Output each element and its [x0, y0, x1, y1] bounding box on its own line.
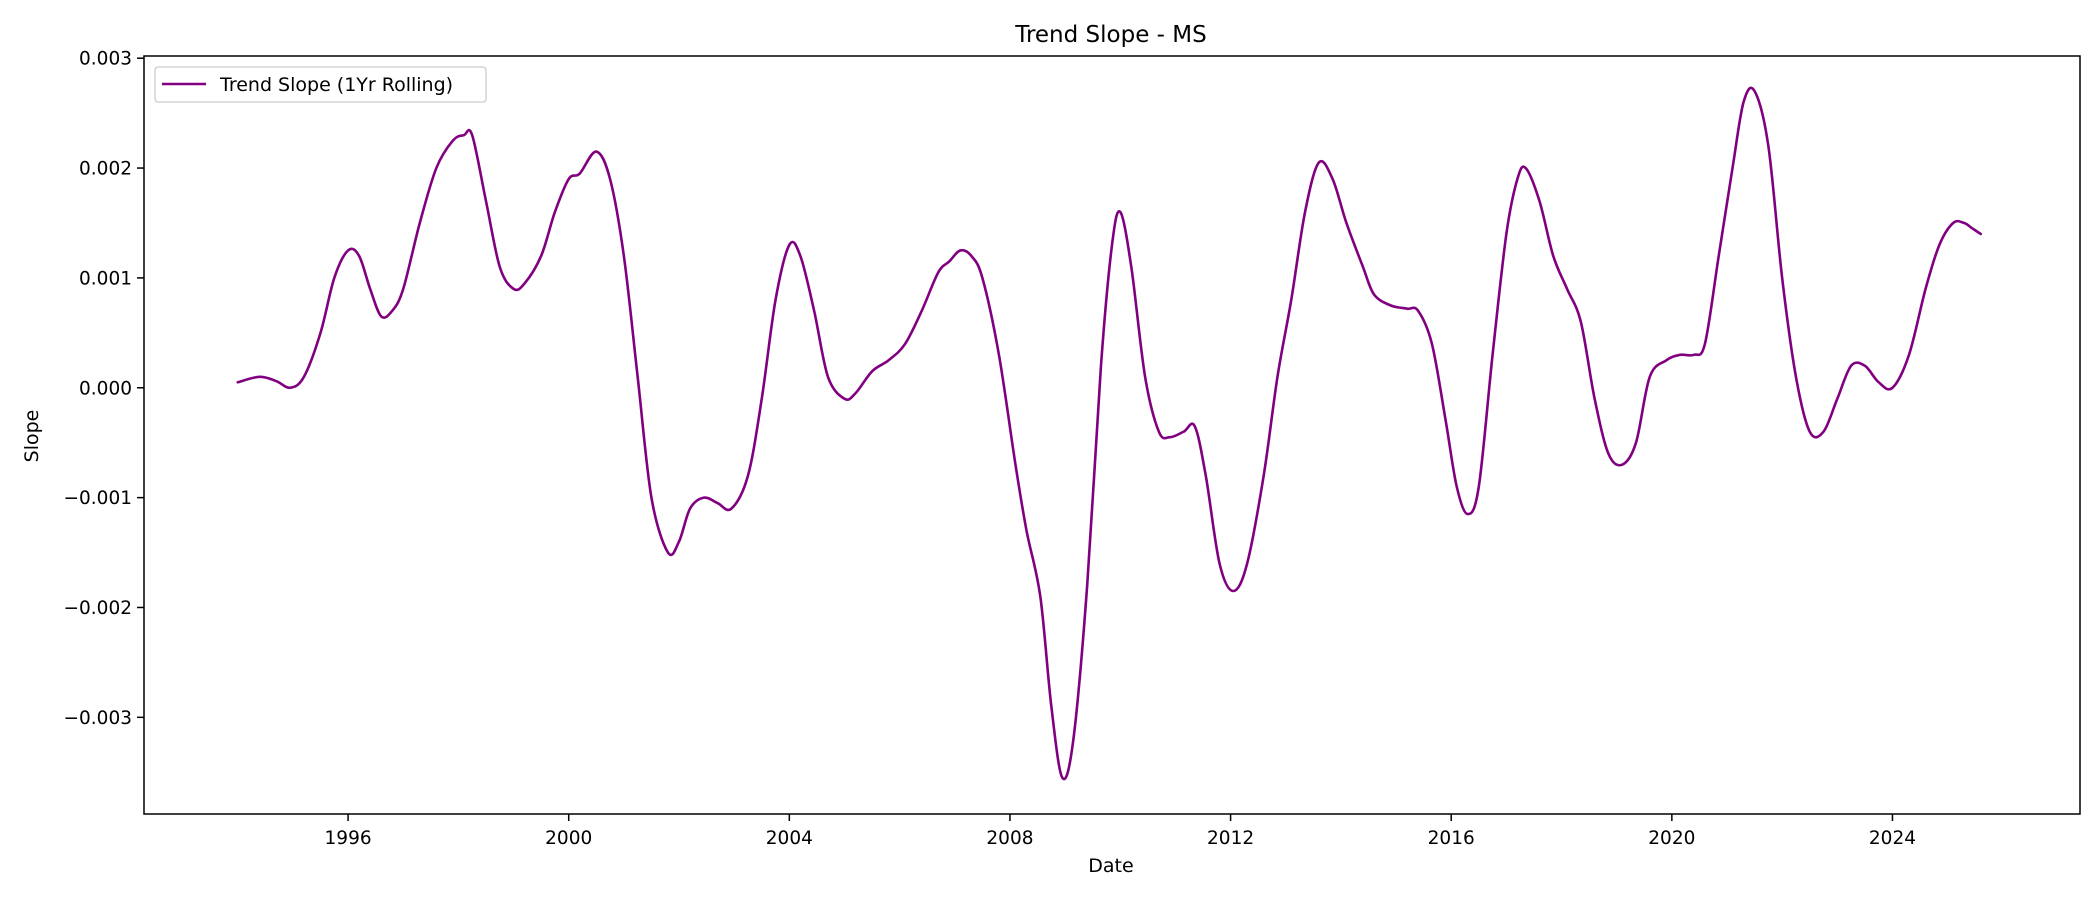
- x-tick-label: 2008: [986, 828, 1033, 849]
- y-tick-label: −0.001: [64, 488, 132, 509]
- y-tick-label: 0.000: [79, 378, 132, 399]
- y-tick-label: 0.002: [79, 159, 132, 180]
- x-axis-label: Date: [1088, 855, 1133, 877]
- x-tick-label: 2024: [1869, 828, 1916, 849]
- legend-label: Trend Slope (1Yr Rolling): [219, 74, 453, 96]
- x-tick-label: 2004: [766, 828, 813, 849]
- x-tick-label: 2016: [1428, 828, 1475, 849]
- series-layer: [236, 86, 1983, 781]
- y-tick-label: −0.003: [64, 708, 132, 729]
- chart-title: Trend Slope - MS: [1014, 22, 1206, 48]
- x-tick-label: 2000: [545, 828, 592, 849]
- y-tick-label: −0.002: [64, 598, 132, 619]
- legend: Trend Slope (1Yr Rolling): [154, 66, 487, 103]
- series-line: [236, 86, 1983, 781]
- plot-frame: [143, 55, 2081, 815]
- x-tick-label: 2012: [1207, 828, 1254, 849]
- y-tick-label: 0.003: [79, 49, 132, 70]
- x-tick-label: 1996: [325, 828, 372, 849]
- legend-box: [154, 66, 487, 103]
- y-axis-label: Slope: [21, 410, 43, 463]
- y-tick-label: 0.001: [79, 268, 132, 289]
- x-tick-label: 2020: [1648, 828, 1695, 849]
- ticks-layer: 1996 2000 2004 2008 2012 2016 2020 2024 −0.003 −0…: [64, 49, 1916, 849]
